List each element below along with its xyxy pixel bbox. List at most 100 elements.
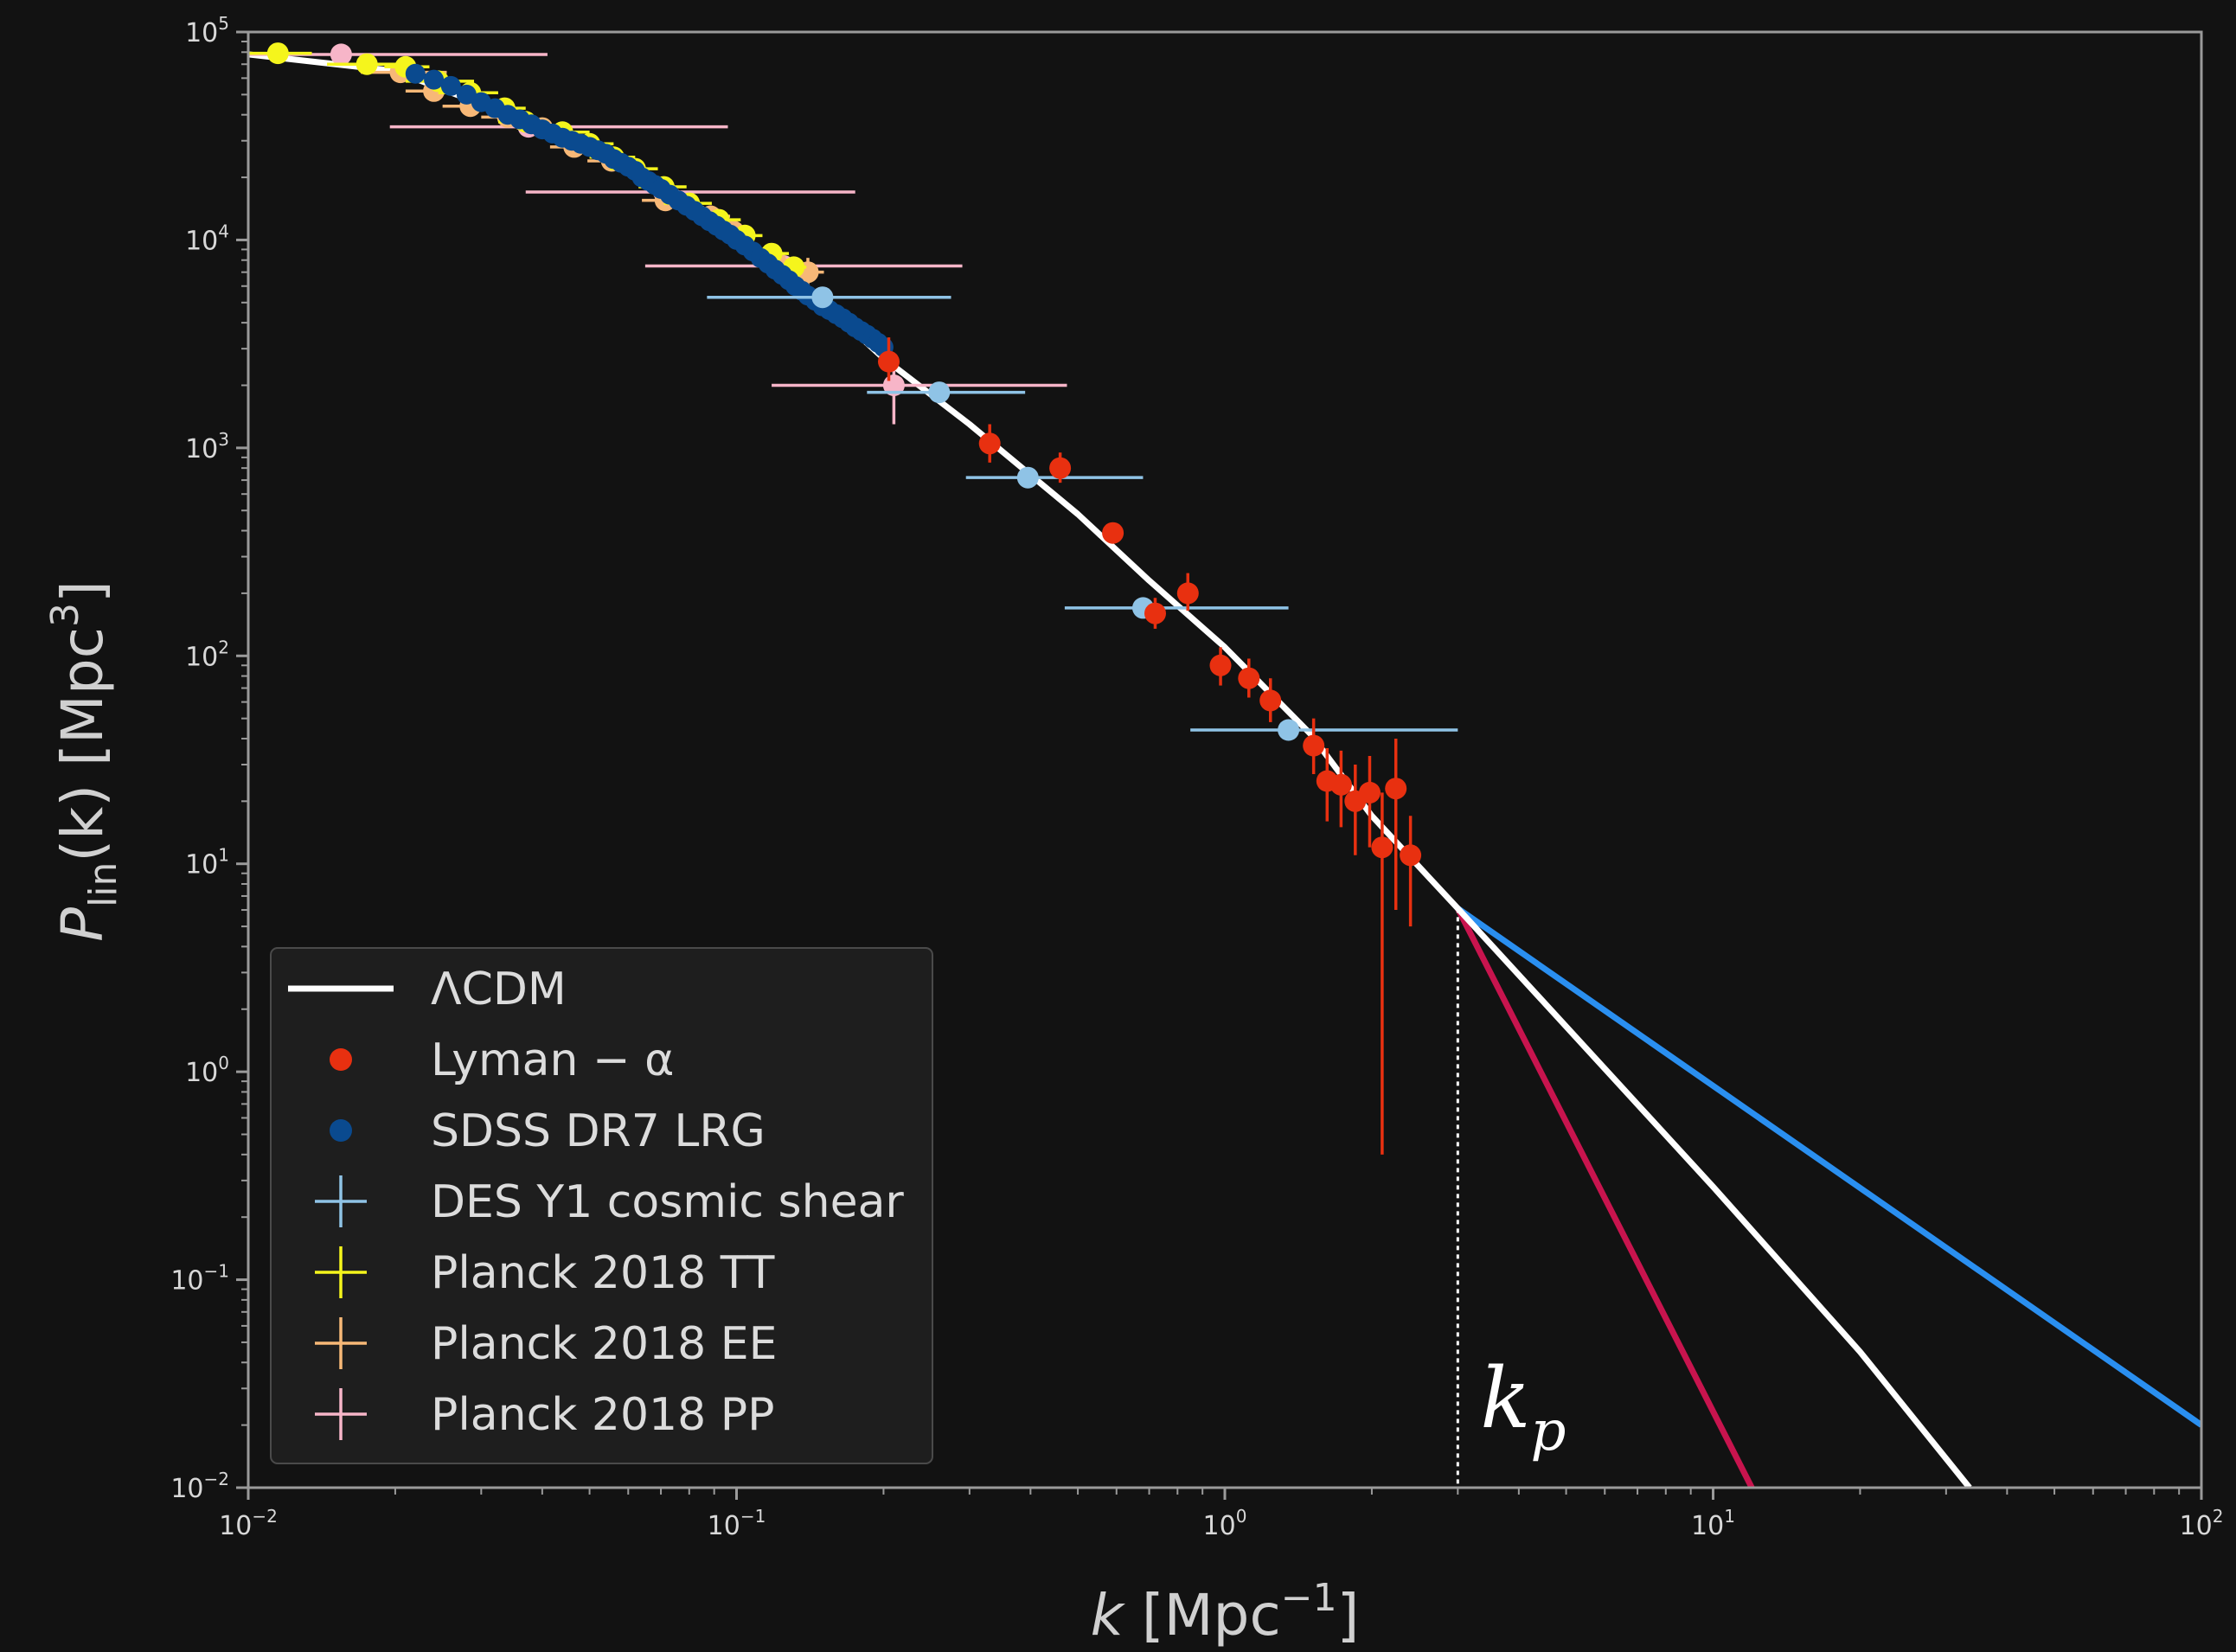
lyman-point: [1400, 844, 1422, 867]
axis-labels: k [Mpc−1]Plin(k) [Mpc3]: [43, 580, 1359, 1649]
des-point: [1016, 466, 1039, 489]
sdss-point: [405, 63, 426, 84]
y-tick-base: 10: [170, 1474, 203, 1504]
y-tick-base: 10: [185, 1058, 218, 1088]
y-tick-label: 103: [185, 429, 229, 464]
y-tick-exp: 4: [218, 221, 229, 241]
y-tick-base: 10: [170, 1266, 203, 1297]
legend-label-planck_ee: Planck 2018 EE: [431, 1318, 777, 1370]
x-tick-exp: −2: [252, 1506, 277, 1527]
sdss-point: [424, 69, 445, 90]
y-tick-exp: −1: [204, 1261, 229, 1282]
y-tick-label: 10−2: [170, 1469, 229, 1504]
y-tick-label: 104: [185, 221, 229, 256]
legend-cross-swatch: [315, 1175, 367, 1227]
des-point: [1278, 719, 1300, 741]
series-des: [707, 286, 1458, 741]
y-tick-base: 10: [185, 850, 218, 880]
x-tick-label: 10−1: [708, 1506, 766, 1541]
line-crimson: [1455, 906, 1755, 1488]
lyman-point: [1303, 734, 1325, 757]
y-tick-label: 101: [185, 845, 229, 880]
lyman-point: [1238, 667, 1260, 689]
x-tick-base: 10: [708, 1511, 740, 1541]
y-tick-base: 10: [185, 226, 218, 256]
y-tick-base: 10: [185, 434, 218, 464]
y-tick-exp: 1: [218, 845, 229, 866]
y-axis-unit-close: ]: [49, 580, 116, 603]
legend-cross-swatch: [315, 1388, 367, 1440]
x-axis-symbol: k: [1091, 1582, 1126, 1649]
sdss-point: [456, 84, 477, 105]
legend-label-lcdm: ΛCDM: [431, 964, 567, 1015]
y-axis-symbol: P: [49, 907, 116, 942]
x-tick-label: 102: [2180, 1506, 2224, 1541]
series-sdss: [405, 63, 894, 357]
y-axis-argument: (k): [49, 784, 116, 862]
x-axis-unit-close: ]: [1337, 1582, 1360, 1649]
sdss-point: [440, 75, 461, 96]
lyman-point: [1144, 602, 1166, 624]
y-tick-exp: 5: [218, 13, 229, 34]
y-tick-label: 105: [185, 13, 229, 48]
y-tick-exp: 2: [218, 637, 229, 657]
y-tick-label: 100: [185, 1053, 229, 1088]
des-point: [928, 381, 951, 404]
y-tick-exp: 3: [218, 429, 229, 450]
y-axis-subscript: lin: [81, 862, 125, 907]
y-tick-base: 10: [185, 642, 218, 672]
x-tick-base: 10: [219, 1511, 252, 1541]
legend-label-planck_pp: Planck 2018 PP: [431, 1389, 774, 1441]
lyman-point: [1359, 781, 1381, 804]
legend: ΛCDM Lyman − α SDSS DR7 LRG DES Y1 cosmic s…: [270, 947, 933, 1464]
lyman-point: [1385, 778, 1407, 800]
x-axis-unit-exp: −1: [1281, 1576, 1337, 1620]
legend-label-planck_tt: Planck 2018 TT: [431, 1247, 775, 1299]
x-tick-base: 10: [1691, 1511, 1724, 1541]
y-tick-base: 10: [185, 18, 218, 48]
y-axis-title: Plin(k) [Mpc3]: [43, 580, 125, 941]
x-axis-title: k [Mpc−1]: [1091, 1576, 1360, 1649]
x-axis-unit: [Mpc: [1124, 1582, 1281, 1649]
des-point: [811, 286, 834, 309]
lyman-point: [1176, 582, 1199, 605]
planck_tt-point: [266, 42, 289, 65]
y-axis-unit: [Mpc: [49, 627, 116, 784]
legend-label-sdss: SDSS DR7 LRG: [431, 1105, 766, 1157]
line-blue: [1456, 906, 2201, 1428]
y-tick-exp: −2: [204, 1469, 229, 1489]
kp-label: kp: [1480, 1350, 1566, 1463]
axis-ticks: 10−2 10−1 100 101 10210−210−1100101102103104…: [170, 13, 2223, 1541]
x-tick-label: 10−2: [219, 1506, 278, 1541]
chart-marks: [248, 42, 2201, 1488]
lyman-point: [1049, 457, 1072, 479]
x-tick-base: 10: [2180, 1511, 2213, 1541]
x-tick-exp: 0: [1236, 1506, 1247, 1527]
x-tick-exp: 2: [2213, 1506, 2224, 1527]
legend-box: [270, 947, 933, 1464]
kp-label-sub: p: [1531, 1399, 1566, 1463]
series-lyman: [878, 337, 1422, 1155]
lyman-point: [878, 350, 900, 373]
lyman-point: [978, 432, 1001, 455]
legend-cross-swatch: [315, 1317, 367, 1369]
lyman-point: [1371, 836, 1393, 859]
legend-label-des: DES Y1 cosmic shear: [431, 1176, 904, 1228]
legend-label-lyman: Lyman − α: [431, 1034, 674, 1086]
x-tick-label: 100: [1203, 1506, 1247, 1541]
x-tick-exp: 1: [1724, 1506, 1735, 1527]
planck_pp-point: [330, 43, 352, 66]
lyman-point: [1259, 689, 1282, 712]
kp-label-main: k: [1480, 1350, 1530, 1447]
lyman-point: [1329, 773, 1352, 796]
legend-dot-swatch: [330, 1048, 352, 1071]
x-tick-exp: −1: [740, 1506, 766, 1527]
y-tick-exp: 0: [218, 1053, 229, 1073]
x-tick-base: 10: [1203, 1511, 1236, 1541]
kp-annotation: kp: [1480, 1350, 1566, 1463]
y-tick-label: 102: [185, 637, 229, 672]
lyman-point: [1209, 654, 1232, 676]
legend-dot-swatch: [330, 1119, 352, 1142]
y-tick-label: 10−1: [170, 1261, 229, 1297]
